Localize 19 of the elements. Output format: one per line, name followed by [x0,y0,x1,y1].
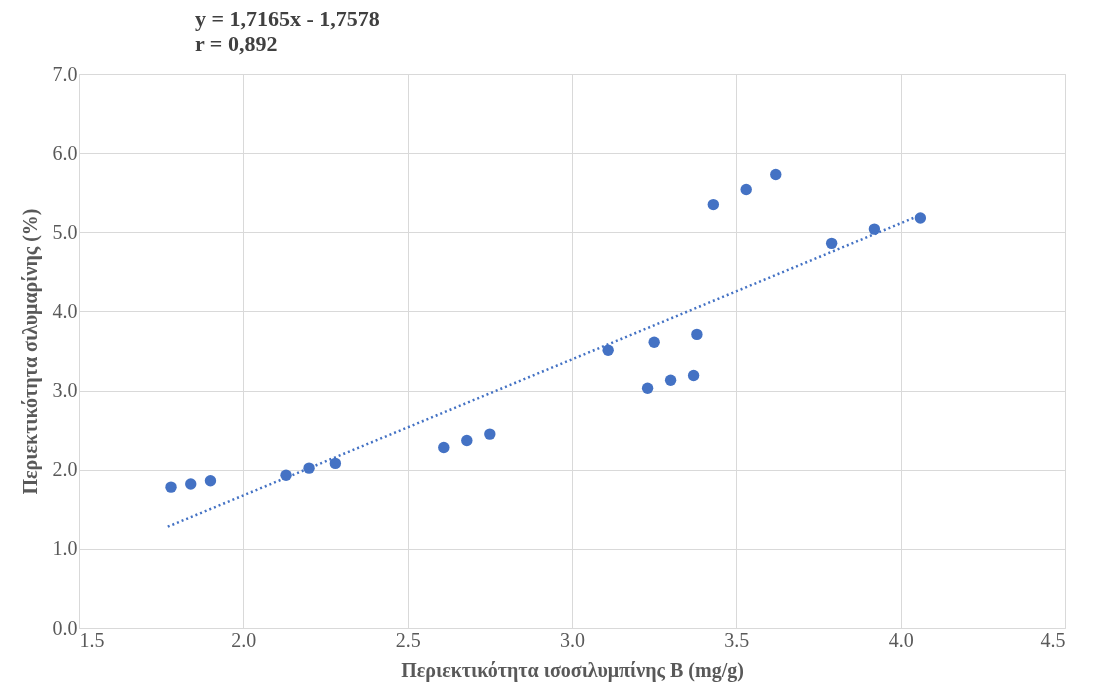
y-tick-label: 0.0 [52,616,78,639]
y-tick-label: 4.0 [52,299,78,322]
x-tick-label: 4.5 [1040,628,1066,651]
chart-subtitle: r = 0,892 [195,31,278,56]
x-tick-label: 3.0 [560,628,585,651]
y-tick-label: 3.0 [52,379,78,402]
x-axis-title: Περιεκτικότητα ισοσιλυμπίνης Β (mg/g) [401,658,744,682]
y-tick-label: 7.0 [52,62,78,85]
chart-title: y = 1,7165x - 1,7578 [195,6,380,31]
y-tick-label: 6.0 [52,141,78,164]
y-tick-label: 2.0 [52,458,78,481]
x-tick-label: 2.5 [395,628,421,651]
y-tick-label: 5.0 [52,220,78,243]
x-tick-label: 1.5 [79,628,105,651]
x-tick-label: 2.0 [231,628,257,651]
y-tick-label: 1.0 [52,537,78,560]
x-tick-label: 3.5 [724,628,750,651]
x-tick-label: 4.0 [888,628,914,651]
y-axis-title: Περιεκτικότητα σιλυμαρίνης (%) [18,208,42,495]
